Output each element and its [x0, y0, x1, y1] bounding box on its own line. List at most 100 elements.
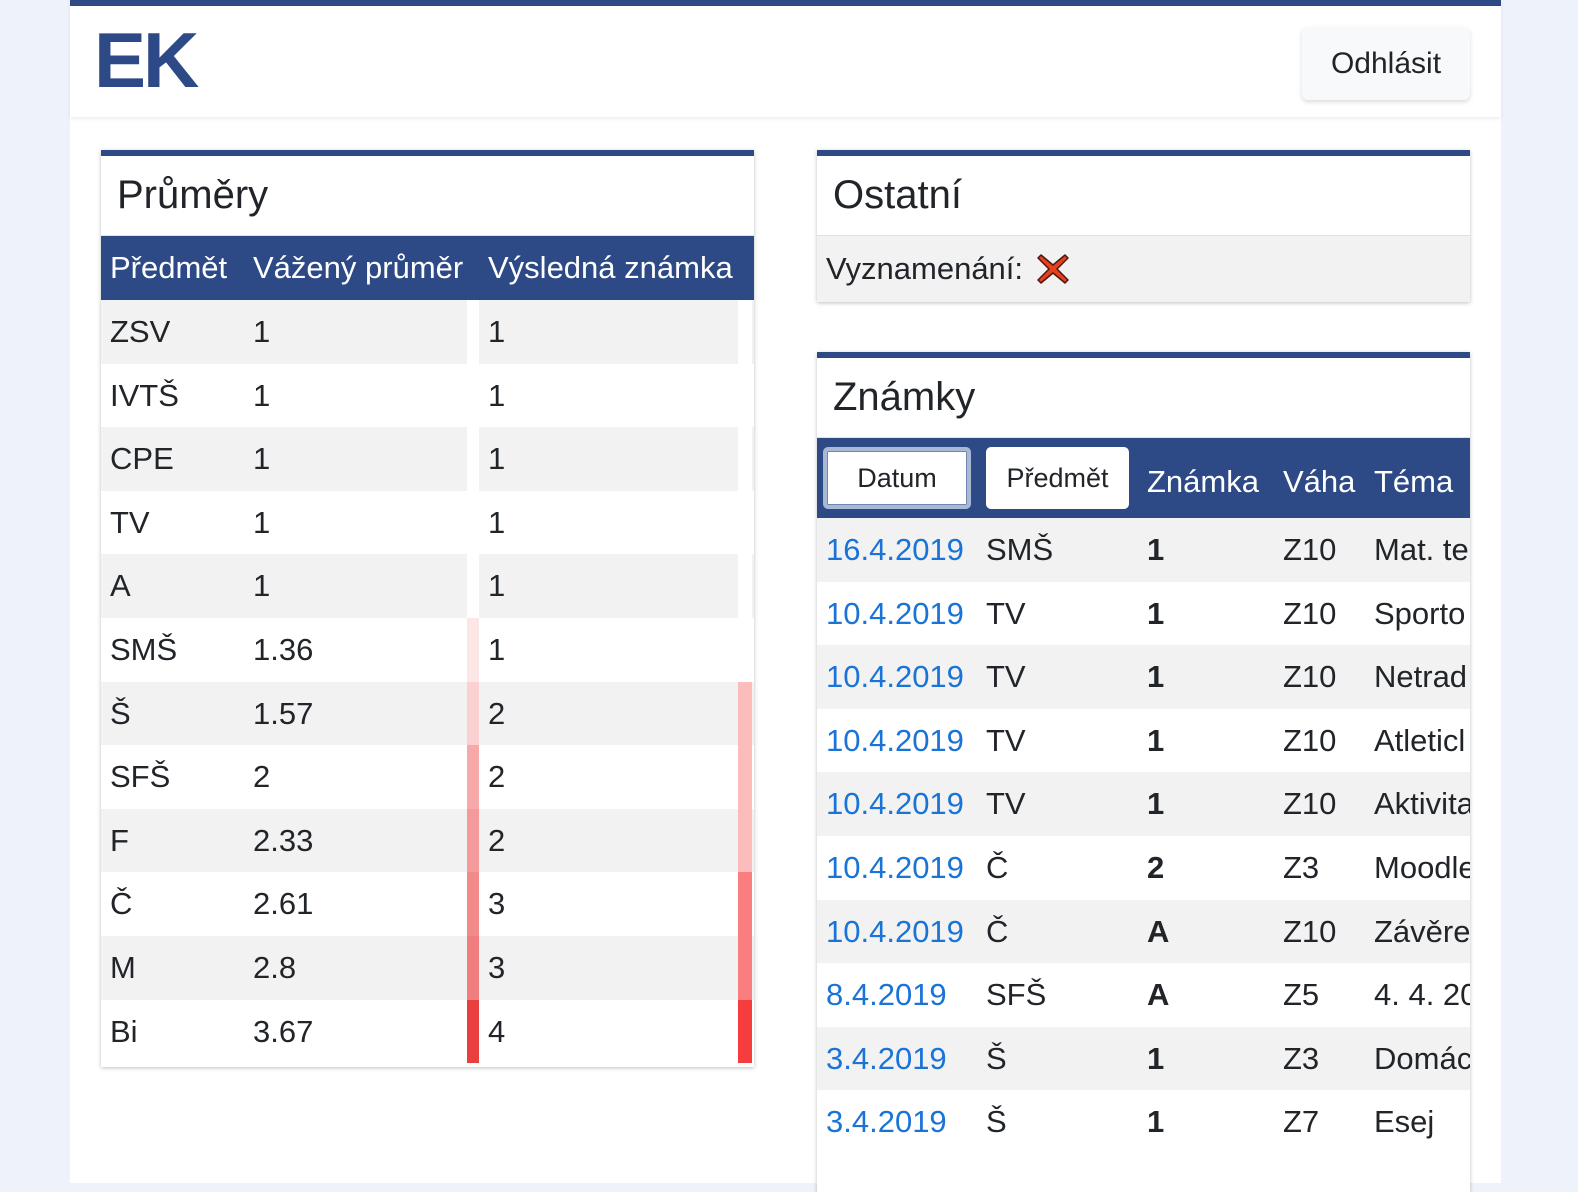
- weighted-average-cell: 2.61: [253, 886, 314, 922]
- cell-divider: [467, 681, 479, 746]
- weighted-average-cell: 1.36: [253, 631, 314, 667]
- topic-cell: Esej: [1374, 1104, 1435, 1140]
- table-row: Š 1.57 2: [101, 681, 754, 746]
- date-link[interactable]: 8.4.2019: [826, 977, 947, 1013]
- other-card: Ostatní Vyznamenání:: [817, 150, 1470, 302]
- subject-cell: Č: [986, 913, 1009, 949]
- subject-cell: ZSV: [110, 314, 171, 349]
- table-row: SFŠ 2 2: [101, 745, 754, 809]
- table-row: SMŠ 1.36 1: [101, 617, 754, 682]
- subject-cell: Č: [986, 849, 1009, 885]
- column-header-weighted-average[interactable]: Vážený průměr: [253, 250, 464, 285]
- table-row: 16.4.2019 SMŠ 1 Z10 Mat. te: [817, 518, 1470, 582]
- table-row: 10.4.2019 TV 1 Z10 Netrad: [817, 645, 1470, 709]
- grade-color-indicator: [738, 999, 752, 1064]
- table-row: Č 2.61 3: [101, 872, 754, 936]
- weight-cell: Z10: [1283, 532, 1337, 567]
- subject-cell: SFŠ: [986, 977, 1047, 1013]
- topic-cell: Atleticl: [1374, 722, 1466, 758]
- weight-cell: Z10: [1283, 786, 1337, 822]
- sort-by-subject-button[interactable]: Předmět: [986, 447, 1129, 509]
- subject-cell: IVTŠ: [110, 377, 179, 413]
- grade-color-indicator: [738, 617, 752, 682]
- cell-divider: [467, 363, 479, 428]
- date-link[interactable]: 10.4.2019: [826, 595, 964, 631]
- logo[interactable]: EK: [94, 16, 199, 104]
- grades-card: Známky Datum Předmět Známka Váha Téma 16…: [817, 352, 1470, 1192]
- grade-color-indicator: [738, 681, 752, 746]
- final-grade-cell: 2: [488, 822, 506, 858]
- weighted-average-cell: 1.57: [253, 695, 314, 731]
- topic-cell: Moodle: [1374, 849, 1470, 885]
- topic-cell: Mat. te: [1374, 532, 1469, 567]
- subject-cell: Bi: [110, 1013, 138, 1049]
- cell-divider: [467, 554, 479, 618]
- topic-cell: Aktivita: [1374, 786, 1470, 822]
- grade-cell: 1: [1147, 1104, 1165, 1140]
- topic-cell: Závěre: [1374, 913, 1470, 949]
- grade-color-indicator: [738, 427, 752, 491]
- averages-table-body: ZSV 1 1 IVTŠ 1 1 CPE 1 1 TV 1 1 A 1 1 SMŠ 1.36 1 Š 1.57 2 SFŠ…: [101, 300, 754, 1064]
- subject-cell: TV: [986, 786, 1026, 822]
- date-link[interactable]: 16.4.2019: [826, 532, 964, 567]
- table-row: ZSV 1 1: [101, 300, 754, 364]
- weight-cell: Z10: [1283, 595, 1337, 631]
- weighted-average-cell: 3.67: [253, 1013, 314, 1049]
- sort-by-date-button[interactable]: Datum: [823, 447, 971, 509]
- grade-color-indicator: [738, 490, 752, 555]
- table-row: Bi 3.67 4: [101, 999, 754, 1064]
- table-row: 10.4.2019 TV 1 Z10 Atleticl: [817, 709, 1470, 773]
- final-grade-cell: 1: [488, 441, 506, 477]
- cell-divider: [467, 935, 479, 1000]
- grade-cell: 1: [1147, 722, 1165, 758]
- final-grade-cell: 3: [488, 886, 506, 922]
- grade-cell: 1: [1147, 532, 1165, 567]
- subject-cell: TV: [986, 722, 1026, 758]
- averages-card: Průměry Předmět Vážený průměr Výsledná z…: [101, 150, 754, 1067]
- weighted-average-cell: 2.8: [253, 949, 297, 985]
- cell-divider: [467, 617, 479, 682]
- grade-cell: 2: [1147, 849, 1165, 885]
- date-link[interactable]: 3.4.2019: [826, 1040, 947, 1076]
- logout-button[interactable]: Odhlásit: [1302, 27, 1470, 100]
- grade-color-indicator: [738, 808, 752, 873]
- date-link[interactable]: 10.4.2019: [826, 913, 964, 949]
- column-header-subject[interactable]: Předmět: [110, 250, 228, 285]
- cell-divider: [467, 300, 479, 364]
- table-row: 3.4.2019 Š 1 Z3 Domác: [817, 1026, 1470, 1091]
- table-row: TV 1 1: [101, 490, 754, 555]
- date-link[interactable]: 10.4.2019: [826, 659, 964, 695]
- weighted-average-cell: 1: [253, 377, 271, 413]
- weight-cell: Z10: [1283, 659, 1337, 695]
- grade-color-indicator: [738, 300, 752, 364]
- other-title: Ostatní: [817, 156, 1470, 236]
- grade-color-indicator: [738, 554, 752, 618]
- date-link[interactable]: 10.4.2019: [826, 722, 964, 758]
- grades-title: Známky: [817, 358, 1470, 438]
- table-row: 10.4.2019 TV 1 Z10 Sporto: [817, 582, 1470, 646]
- topic-cell: Sporto: [1374, 595, 1466, 631]
- date-link[interactable]: 10.4.2019: [826, 786, 964, 822]
- weight-cell: Z10: [1283, 722, 1337, 758]
- table-row: 8.4.2019 SFŠ A Z5 4. 4. 20: [817, 963, 1470, 1027]
- date-link[interactable]: 3.4.2019: [826, 1104, 947, 1140]
- table-row: CPE 1 1: [101, 427, 754, 491]
- column-header-topic: Téma: [1374, 464, 1454, 499]
- cell-divider: [467, 427, 479, 491]
- date-link[interactable]: 10.4.2019: [826, 849, 964, 885]
- column-header-weight: Váha: [1283, 464, 1356, 499]
- grade-color-indicator: [738, 363, 752, 428]
- column-header-final-grade[interactable]: Výsledná známka: [488, 250, 733, 285]
- grade-color-indicator: [738, 935, 752, 1000]
- table-row: 10.4.2019 Č 2 Z3 Moodle: [817, 836, 1470, 900]
- subject-cell: CPE: [110, 441, 174, 477]
- cell-divider: [467, 490, 479, 555]
- final-grade-cell: 1: [488, 504, 506, 540]
- subject-cell: Š: [986, 1104, 1007, 1140]
- subject-cell: SMŠ: [110, 631, 178, 667]
- table-row: A 1 1: [101, 554, 754, 618]
- subject-cell: TV: [110, 504, 150, 540]
- weight-cell: Z10: [1283, 913, 1337, 949]
- subject-cell: TV: [986, 595, 1026, 631]
- subject-cell: SFŠ: [110, 759, 171, 795]
